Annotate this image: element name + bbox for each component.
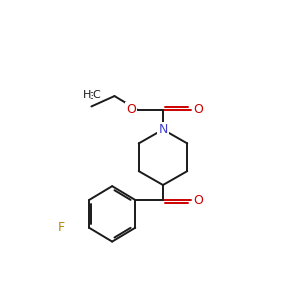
Text: N: N	[158, 123, 168, 136]
Text: H: H	[82, 90, 91, 100]
Text: O: O	[193, 103, 203, 116]
Text: O: O	[193, 194, 203, 206]
Text: 3: 3	[89, 92, 95, 101]
Text: F: F	[58, 221, 65, 234]
Text: C: C	[93, 90, 101, 100]
Text: O: O	[126, 103, 136, 116]
